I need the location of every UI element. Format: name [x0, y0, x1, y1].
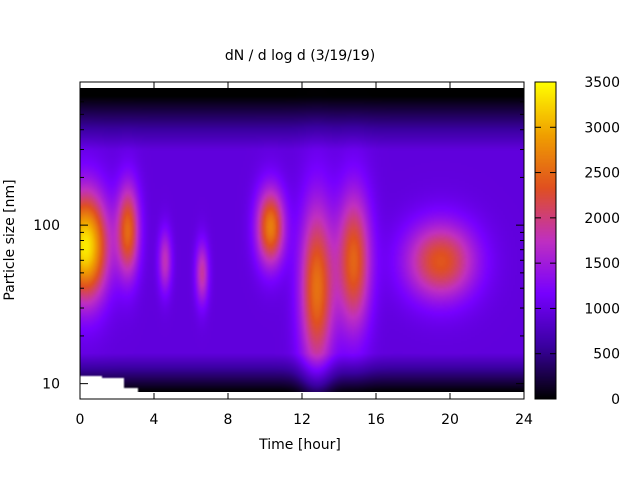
x-tick-label: 12 — [293, 412, 311, 428]
y-tick-label: 100 — [33, 218, 60, 234]
colorbar-tick-label: 500 — [593, 347, 620, 363]
y-tick-label: 10 — [42, 377, 60, 393]
x-tick-label: 4 — [150, 412, 159, 428]
colorbar-frame — [534, 81, 557, 400]
x-tick-label: 8 — [224, 412, 233, 428]
x-tick-label: 16 — [367, 412, 385, 428]
x-tick-label: 20 — [441, 412, 459, 428]
y-axis-label: Particle size [nm] — [2, 179, 18, 300]
x-axis: 0 4 8 12 16 20 24 — [76, 82, 533, 428]
colorbar-tick-label: 0 — [611, 392, 620, 408]
colorbar-tick-label: 1000 — [584, 301, 620, 317]
colorbar-tick-label: 3500 — [584, 75, 620, 91]
x-tick-label: 24 — [515, 412, 533, 428]
x-tick-label: 0 — [76, 412, 85, 428]
colorbar-tick-label: 3000 — [584, 120, 620, 136]
colorbar-axis: 0 500 1000 1500 2000 2500 3000 3500 — [535, 75, 620, 408]
chart-title: dN / d log d (3/19/19) — [225, 48, 375, 64]
x-axis-label: Time [hour] — [258, 437, 341, 453]
y-axis: 10 100 — [33, 90, 524, 393]
colorbar-tick-label: 1500 — [584, 256, 620, 272]
colorbar-tick-label: 2500 — [584, 166, 620, 182]
colorbar-tick-label: 2000 — [584, 211, 620, 227]
colorbar-image — [535, 82, 556, 399]
heatmap-image — [80, 88, 524, 392]
